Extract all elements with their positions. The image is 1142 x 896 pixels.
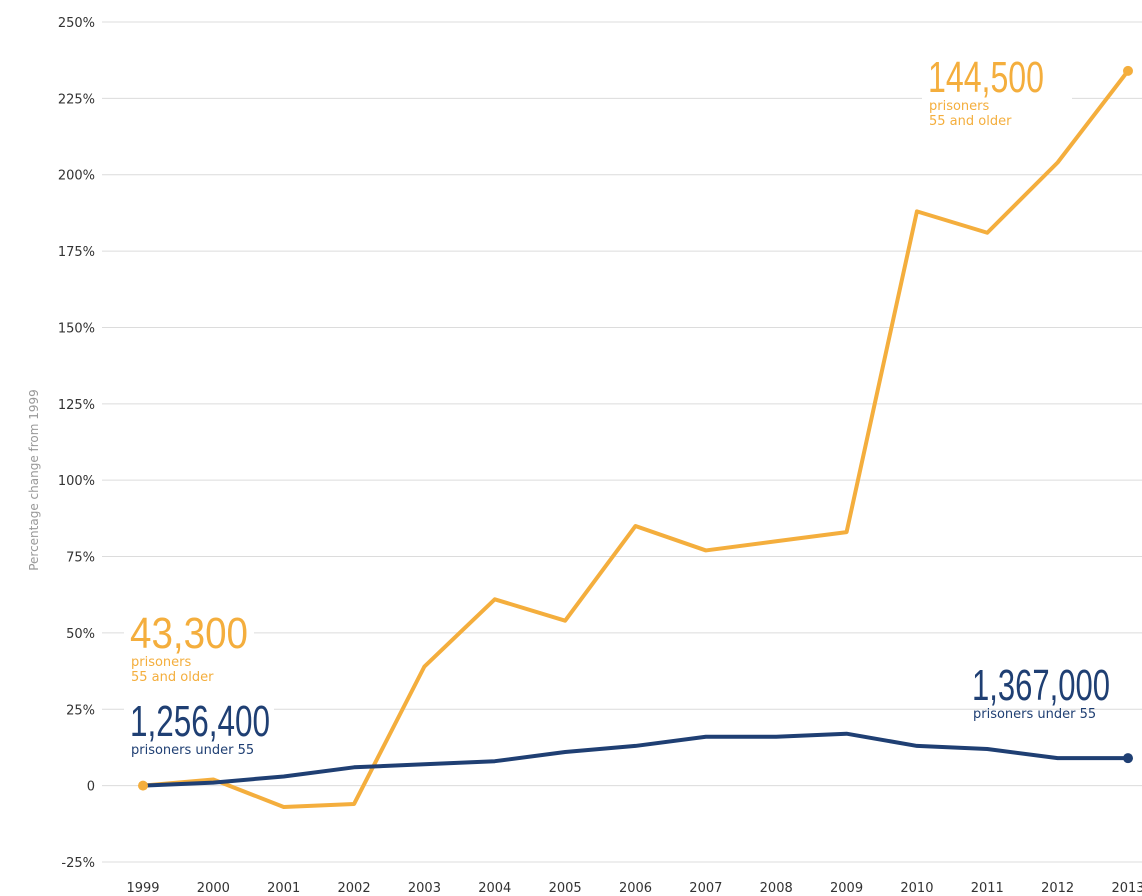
y-tick-label: 50% xyxy=(66,627,95,642)
y-tick-label: 75% xyxy=(66,551,95,566)
annotation-value: 1,256,400 xyxy=(130,697,270,746)
end-marker xyxy=(1123,753,1133,764)
x-tick-label: 2011 xyxy=(971,881,1004,896)
annotation-text: prisoners xyxy=(929,99,990,114)
x-tick-label: 2003 xyxy=(408,881,441,896)
y-tick-label: 25% xyxy=(66,703,95,718)
x-tick-label: 2009 xyxy=(830,881,863,896)
end-marker xyxy=(138,780,148,791)
annotation-text: 55 and older xyxy=(929,114,1012,129)
annotation-background xyxy=(124,606,254,681)
annotation-value: 1,367,000 xyxy=(972,661,1110,710)
annotation-background xyxy=(966,658,1126,693)
annotation-value: 43,300 xyxy=(130,609,248,658)
annotation-background xyxy=(124,694,274,734)
annotation-text: prisoners under 55 xyxy=(973,707,1096,722)
x-tick-label: 2002 xyxy=(338,881,371,896)
y-tick-label: 150% xyxy=(58,321,95,336)
x-tick-label: 2000 xyxy=(197,881,230,896)
y-tick-label: 225% xyxy=(58,92,95,107)
x-tick-label: 2005 xyxy=(549,881,582,896)
annotation-text: 55 and older xyxy=(131,670,214,685)
y-tick-label: 0 xyxy=(87,780,95,795)
y-axis-label: Percentage change from 1999 xyxy=(27,389,41,571)
x-tick-label: 2013 xyxy=(1111,881,1142,896)
series-line xyxy=(142,69,1130,810)
annotation-text: prisoners xyxy=(131,655,192,670)
y-tick-label: 175% xyxy=(58,245,95,260)
x-tick-label: 2007 xyxy=(689,881,722,896)
x-tick-label: 2012 xyxy=(1041,881,1074,896)
y-tick-label: -25% xyxy=(61,856,95,871)
annotation-value: 144,500 xyxy=(928,53,1044,102)
x-tick-label: 2006 xyxy=(619,881,652,896)
x-tick-label: 2001 xyxy=(267,881,300,896)
series-line xyxy=(142,731,1128,788)
annotation-text: prisoners under 55 xyxy=(131,743,254,758)
y-tick-label: 200% xyxy=(58,169,95,184)
x-tick-label: 2008 xyxy=(760,881,793,896)
x-tick-label: 1999 xyxy=(126,881,159,896)
annotation-background xyxy=(922,50,1072,130)
y-tick-label: 100% xyxy=(58,474,95,489)
x-tick-label: 2010 xyxy=(900,881,933,896)
end-marker xyxy=(1123,65,1133,76)
x-tick-label: 2004 xyxy=(478,881,511,896)
y-tick-label: 250% xyxy=(58,16,95,31)
y-tick-label: 125% xyxy=(58,398,95,413)
